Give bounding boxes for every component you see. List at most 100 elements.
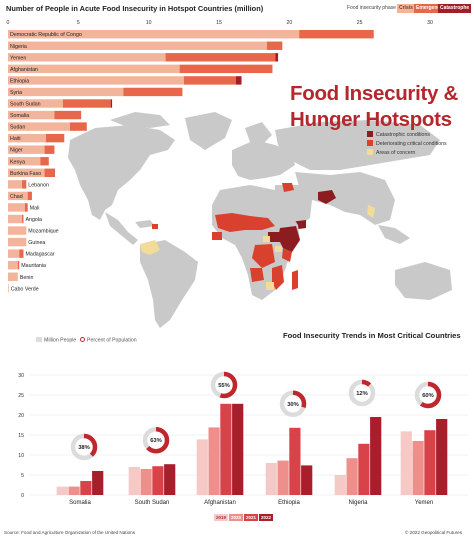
copyright-note: © 2022 Geopolitical Futures (405, 530, 463, 535)
x-tick-label: 30 (427, 20, 433, 26)
map-myanmar (367, 205, 375, 218)
category-label: Somalia (69, 500, 91, 506)
donut-center (147, 431, 165, 449)
legend-percent-label: Percent of Population (87, 337, 137, 344)
swatch-concern (367, 149, 373, 155)
top-chart-and-map: 0 5 10 15 20 25 30 Democratic Republic of Cong… (7, 20, 452, 328)
map-afghanistan (318, 190, 336, 204)
percent-label: 38% (78, 445, 90, 451)
bar-catastrophe (110, 99, 113, 108)
trend-chart-percent-donuts: 38% 63% 55% 30% 12% 60% (70, 371, 442, 461)
bar-crisis (8, 122, 70, 131)
map-middle-east (275, 185, 312, 228)
country-label: Lebanon (28, 182, 49, 188)
bar-crisis (8, 180, 23, 189)
bar-crisis (8, 284, 9, 293)
y-tick-label: 15 (18, 433, 24, 439)
map-legend-item-concern: Areas of concern (367, 149, 415, 157)
bar-crisis (8, 30, 300, 39)
bar-2020 (208, 427, 220, 495)
bar-crisis (8, 145, 45, 154)
bar-emergency (183, 76, 236, 85)
country-label: Sudan (10, 125, 25, 131)
x-tick-label: 10 (146, 20, 152, 26)
legend-people-label: Million People (44, 337, 77, 344)
bar-crisis (8, 41, 267, 50)
bar-emergency (19, 249, 24, 258)
bar-emergency (69, 122, 87, 131)
x-tick-label: 15 (216, 20, 222, 26)
map-south-america (140, 240, 198, 328)
bar-emergency (266, 41, 283, 50)
bar-crisis (8, 272, 18, 281)
bar-emergency (27, 191, 32, 201)
bar-2020 (346, 458, 358, 495)
top-chart-title: Number of People in Acute Food Insecurit… (6, 4, 264, 13)
country-label: Haiti (10, 136, 21, 142)
bar-emergency (299, 30, 374, 39)
map-colombia-venezuela (140, 240, 160, 255)
donut-center (215, 376, 233, 394)
bar-2020 (140, 469, 152, 495)
map-angola (250, 268, 264, 282)
map-guinea (212, 232, 222, 240)
trend-chart-bars (56, 403, 448, 495)
bar-emergency (54, 110, 82, 120)
bar-2020 (68, 486, 80, 495)
bar-crisis (8, 226, 27, 235)
map-concern-africa (263, 236, 270, 242)
bar-2019 (400, 431, 412, 495)
percent-label: 12% (356, 391, 368, 397)
top-chart-bars: Democratic Republic of Congo Nigeria Yemen… (8, 30, 374, 293)
bar-2022 (92, 471, 104, 495)
bar-crisis (8, 133, 46, 143)
country-label: Mozambique (28, 229, 58, 235)
bar-2019 (265, 463, 277, 495)
map-legend: Catastrophic conditions Deteriorating cr… (367, 131, 465, 158)
year-chip-2020: 2020 (229, 514, 243, 521)
country-label: Cabo Verde (11, 286, 39, 292)
big-title-line2: Hunger Hotspots (290, 108, 452, 131)
map-north-america (68, 125, 175, 220)
map-australia (395, 262, 452, 300)
map-kenya (282, 248, 292, 262)
country-label: Democratic Republic of Congo (10, 32, 82, 38)
percent-swatch (80, 337, 85, 342)
country-label: Burkina Faso (10, 171, 41, 177)
map-ethiopia-somalia (278, 226, 300, 252)
donut-center (75, 438, 93, 456)
map-europe (232, 140, 295, 180)
donut-center (284, 395, 302, 413)
country-label: Yemen (10, 55, 26, 61)
y-tick-label: 30 (18, 373, 24, 379)
donut-value (348, 379, 376, 407)
category-label: South Sudan (135, 500, 170, 506)
bar-emergency (179, 64, 273, 74)
bar-emergency (165, 53, 276, 62)
legend-million-people: Million People (36, 337, 76, 344)
map-caribbean (135, 220, 155, 228)
bar-crisis (8, 191, 28, 201)
bar-crisis (8, 53, 166, 62)
bar-2021 (220, 403, 232, 495)
donut-value (279, 390, 307, 418)
country-label: South Sudan (10, 102, 41, 108)
bar-crisis (8, 110, 55, 120)
bar-2022 (436, 419, 448, 495)
bar-crisis (8, 203, 25, 212)
bar-2019 (196, 439, 208, 495)
bar-2019 (128, 467, 140, 495)
category-label: Afghanistan (204, 500, 236, 506)
donut-value (210, 371, 238, 399)
bar-emergency (22, 180, 27, 189)
top-chart-x-axis: 0 5 10 15 20 25 30 (7, 20, 433, 26)
bar-emergency (24, 203, 28, 212)
map-haiti (152, 224, 158, 229)
category-label: Yemen (415, 500, 433, 506)
map-concern-zimbabwe (266, 282, 274, 290)
percent-label: 55% (218, 383, 230, 389)
bar-2022 (164, 464, 176, 495)
map-legend-label: Areas of concern (376, 150, 416, 156)
map-greenland (185, 112, 232, 150)
bar-crisis (8, 99, 63, 108)
